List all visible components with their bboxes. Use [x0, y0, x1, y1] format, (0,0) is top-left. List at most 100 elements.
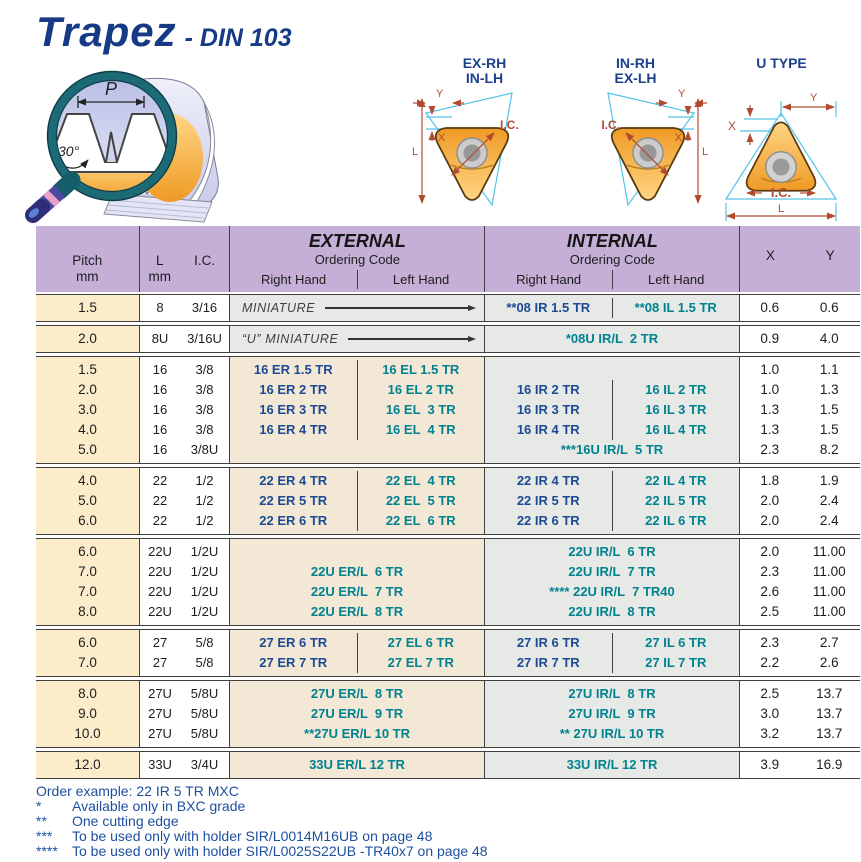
table-group: 1.5 8 3/16 MINIATURE **08 IR 1.5 TR **08 IL 1… — [36, 294, 860, 322]
internal-code-right-hand: **08 IR 1.5 TR — [506, 300, 591, 315]
internal-code-merged: 22U IR/L 8 TR — [568, 604, 656, 619]
x-y-values: 3.9 16.9 — [740, 755, 859, 775]
l-value: 22U — [148, 544, 172, 559]
y-value: 11.00 — [812, 604, 846, 619]
ic-value: 5/8U — [190, 706, 219, 721]
insert-ex-rh-drawing: I.C. L Y X — [412, 88, 519, 207]
l-ic-column: 22U 1/2U 22U 1/2U 22U 1/2U 22U 1/2U — [139, 539, 229, 625]
internal-code-left-hand: 27 IL 6 TR — [611, 633, 740, 653]
y-value: 13.7 — [816, 686, 843, 701]
x-y-values: 1.0 1.1 — [740, 360, 859, 380]
internal-code-right-hand: 22 IR 4 TR — [516, 473, 580, 488]
x-y-values: 1.0 1.3 — [740, 380, 859, 400]
pitch-value: 2.0 — [78, 331, 97, 346]
y-value: 13.7 — [816, 706, 843, 721]
ordering-code-row: ***16U IR/L 5 TR — [485, 440, 739, 460]
ic-value: 5/8U — [190, 726, 219, 741]
x-value: 1.3 — [760, 402, 780, 417]
internal-column: 22U IR/L 6 TR 22U IR/L 7 TR **** 22U IR/L … — [484, 539, 739, 625]
x-y-values: 3.0 13.7 — [740, 704, 859, 724]
ordering-code-row: 27U IR/L 8 TR — [485, 684, 739, 704]
ordering-code-row: 33U IR/L 12 TR — [485, 755, 739, 775]
external-code-merged: 27U ER/L 9 TR — [310, 706, 404, 721]
ordering-code-row: 16 IR 2 TR 16 IL 2 TR — [485, 380, 739, 400]
internal-column: 33U IR/L 12 TR — [484, 752, 739, 778]
ordering-code-row: 27U IR/L 9 TR — [485, 704, 739, 724]
internal-column: 27 IR 6 TR 27 IL 6 TR 27 IR 7 TR 27 IL 7 TR — [484, 630, 739, 676]
table-header: Pitch mm L I.C. mm EXTERNAL Ordering Code… — [36, 226, 860, 292]
pitch-value: 5.0 — [78, 493, 97, 508]
ic-value: 3/8U — [190, 442, 219, 457]
miniature-label: MINIATURE — [242, 301, 316, 315]
y-value: 4.0 — [819, 331, 839, 346]
external-column: 16 ER 1.5 TR 16 EL 1.5 TR 16 ER 2 TR 16 EL … — [229, 357, 484, 463]
header-l-ic: L I.C. mm — [138, 226, 230, 292]
ordering-code-row: 27 ER 7 TR 27 EL 7 TR — [230, 653, 484, 673]
internal-code-merged: *08U IR/L 2 TR — [565, 331, 659, 346]
x-y-values: 2.3 8.2 — [740, 440, 859, 460]
l-ic-values: 27U 5/8U — [140, 684, 229, 704]
internal-code-merged: 22U IR/L 7 TR — [568, 564, 656, 579]
x-y-values: 2.3 11.00 — [740, 562, 859, 582]
l-ic-values: 22U 1/2U — [140, 602, 229, 622]
x-value: 2.3 — [760, 635, 780, 650]
ic-value: 3/8 — [195, 402, 214, 417]
l-ic-column: 27 5/8 27 5/8 — [139, 630, 229, 676]
external-column: “U” MINIATURE — [229, 326, 484, 352]
external-code-left-hand: 27 EL 6 TR — [356, 633, 485, 653]
ordering-code-row: 22 ER 4 TR 22 EL 4 TR — [230, 471, 484, 491]
header-internal: INTERNAL Ordering Code Right Hand Left Ha… — [484, 226, 739, 292]
pitch-value: 6.0 — [78, 513, 97, 528]
pitch-column: 2.0 — [36, 326, 139, 352]
page-title-main: Trapez — [36, 8, 177, 55]
pitch-value: 5.0 — [78, 442, 97, 457]
pitch-value: 8.0 — [78, 604, 97, 619]
l-ic-column: 8U 3/16U — [139, 326, 229, 352]
y-value: 11.00 — [812, 564, 846, 579]
x-y-column: 2.5 13.7 3.0 13.7 3.2 13.7 — [739, 681, 859, 747]
y-value: 1.5 — [819, 422, 839, 437]
external-code-merged: 27U ER/L 8 TR — [310, 686, 404, 701]
l-value: 27 — [152, 655, 168, 670]
internal-code-right-hand: 16 IR 2 TR — [516, 382, 580, 397]
l-ic-values: 22 1/2 — [140, 511, 229, 531]
x-label: X — [728, 119, 736, 133]
ordering-code-row: 16 ER 2 TR 16 EL 2 TR — [230, 380, 484, 400]
ordering-code-row: 16 IR 4 TR 16 IL 4 TR — [485, 420, 739, 440]
table-group: 1.5 2.0 3.0 4.0 5.0 16 3/8 16 3/8 16 3/8 16 3/8 16 3/8… — [36, 356, 860, 464]
y-value: 1.3 — [819, 382, 839, 397]
external-column: MINIATURE — [229, 295, 484, 321]
internal-code-right-hand: 22 IR 6 TR — [516, 513, 580, 528]
pitch-column: 8.0 9.0 10.0 — [36, 681, 139, 747]
y-label: Y — [678, 88, 686, 100]
external-column: 33U ER/L 12 TR — [229, 752, 484, 778]
x-y-values: 2.5 11.00 — [740, 602, 859, 622]
ordering-code-row: 22U IR/L 7 TR — [485, 562, 739, 582]
x-label: X — [438, 132, 446, 144]
l-ic-values: 16 3/8 — [140, 380, 229, 400]
l-ic-column: 33U 3/4U — [139, 752, 229, 778]
y-value: 13.7 — [816, 726, 843, 741]
pitch-value: 4.0 — [78, 422, 97, 437]
internal-code-right-hand: 16 IR 4 TR — [516, 422, 580, 437]
l-ic-column: 8 3/16 — [139, 295, 229, 321]
l-value: 22 — [152, 473, 168, 488]
magnifier-ring — [47, 71, 177, 201]
x-value: 2.0 — [760, 544, 780, 559]
x-value: 2.5 — [760, 604, 780, 619]
x-value: 1.8 — [760, 473, 780, 488]
internal-column: 27U IR/L 8 TR 27U IR/L 9 TR ** 27U IR/L 10… — [484, 681, 739, 747]
l-ic-column: 16 3/8 16 3/8 16 3/8 16 3/8 16 3/8U — [139, 357, 229, 463]
table-group: 4.0 5.0 6.0 22 1/2 22 1/2 22 1/2 22 ER 4 TR 22 EL … — [36, 467, 860, 535]
x-y-values: 1.3 1.5 — [740, 400, 859, 420]
l-value: 16 — [152, 382, 168, 397]
x-y-values: 1.8 1.9 — [740, 471, 859, 491]
internal-code-right-hand: 27 IR 7 TR — [516, 655, 580, 670]
pitch-value: 6.0 — [78, 544, 97, 559]
table-body: 1.5 8 3/16 MINIATURE **08 IR 1.5 TR **08 IL 1… — [36, 294, 860, 779]
x-value: 0.6 — [760, 300, 780, 315]
l-ic-values: 22U 1/2U — [140, 582, 229, 602]
y-value: 1.1 — [819, 362, 839, 377]
external-code-left-hand: 16 EL 3 TR — [356, 400, 485, 420]
page-title: Trapez - DIN 103 — [36, 8, 861, 56]
